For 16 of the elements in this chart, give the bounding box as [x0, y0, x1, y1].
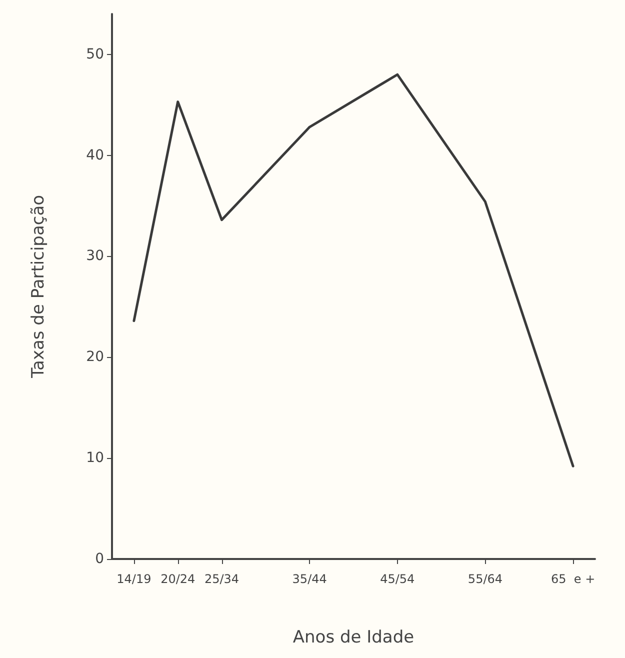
x-tick-label: 20/24	[160, 572, 196, 586]
line-series	[132, 73, 574, 468]
y-axis-title: Taxas de Participação	[28, 194, 48, 380]
x-tick-label: 14/19	[116, 572, 152, 586]
x-tick-label: 65 e +	[550, 572, 596, 586]
x-tick-label: 25/34	[204, 572, 240, 586]
x-tick-label: 55/64	[468, 572, 503, 586]
y-tick-label: 10	[86, 450, 104, 466]
y-tick-label: 40	[86, 147, 104, 164]
y-tick-label: 30	[86, 248, 104, 264]
y-tick-label: 50	[86, 46, 104, 62]
y-tick-label: 20	[86, 349, 104, 366]
x-tick-label: 45/54	[380, 572, 415, 586]
x-axis-title: Anos de Idade	[292, 628, 414, 648]
x-tick-label: 35/44	[292, 572, 327, 586]
y-tick-label: 0	[95, 551, 104, 567]
